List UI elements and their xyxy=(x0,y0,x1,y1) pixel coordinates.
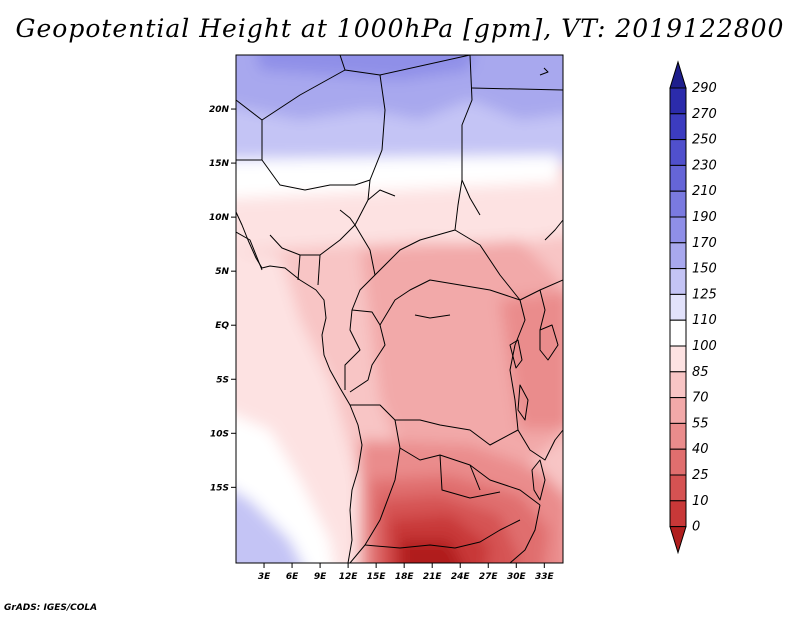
colorbar-bin xyxy=(669,190,687,218)
colorbar-label: 190 xyxy=(692,210,717,225)
colorbar-bin xyxy=(669,345,687,373)
lon-tick-label: 24E xyxy=(451,572,471,582)
colorbar-label: 170 xyxy=(692,236,717,251)
lon-tick-label: 6E xyxy=(286,572,299,582)
lon-tick-label: 30E xyxy=(507,572,527,582)
map-panel: 20N 15N 10N 5N EQ 5S 10S 15S 3E 6E 9E 12E 15E 18E 21E… xyxy=(209,54,564,582)
colorbar-label: 55 xyxy=(692,416,709,431)
colorbar-label: 270 xyxy=(692,107,717,122)
lon-tick-label: 9E xyxy=(314,572,327,582)
map-frame xyxy=(235,54,564,564)
colorbar-bin xyxy=(669,371,687,399)
lat-tick-label: 5S xyxy=(216,375,229,385)
colorbar-top-arrow xyxy=(669,60,687,89)
lon-tick-label: 27E xyxy=(479,572,499,582)
colorbar-label: 25 xyxy=(692,468,709,483)
colorbar-label: 40 xyxy=(692,442,709,457)
colorbar-label: 150 xyxy=(692,262,717,277)
colorbar-label: 290 xyxy=(692,81,717,96)
height-field xyxy=(236,55,563,563)
colorbar-bin xyxy=(669,139,687,166)
longitude-axis: 3E 6E 9E 12E 15E 18E 21E 24E 27E 30E 33E xyxy=(258,563,555,582)
colorbar-label: 0 xyxy=(692,520,700,535)
colorbar-bin xyxy=(669,113,687,141)
lat-tick-label: 15S xyxy=(210,483,229,493)
colorbar-label: 85 xyxy=(692,365,709,380)
colorbar-label: 100 xyxy=(692,339,717,354)
colorbar-label: 10 xyxy=(692,494,709,509)
colorbar-label: 230 xyxy=(692,158,717,173)
colorbar-label: 125 xyxy=(692,287,717,302)
lat-tick-label: 15N xyxy=(209,159,230,169)
lon-tick-label: 12E xyxy=(339,572,359,582)
colorbar-label: 110 xyxy=(692,313,717,328)
colorbar-label: 210 xyxy=(692,184,717,199)
lon-tick-label: 3E xyxy=(258,572,271,582)
map-title: Geopotential Height at 1000hPa [gpm], VT… xyxy=(15,14,785,43)
colorbar-bin xyxy=(669,397,687,424)
colorbar-bin xyxy=(669,293,687,321)
colorbar-label: 250 xyxy=(692,133,717,148)
colorbar-bin xyxy=(669,216,687,244)
colorbar-bin xyxy=(669,164,687,192)
lat-tick-label: 20N xyxy=(209,105,230,115)
colorbar-bin xyxy=(669,87,687,115)
colorbar-bin xyxy=(669,448,687,476)
colorbar-bin xyxy=(669,268,687,295)
lat-tick-label: EQ xyxy=(215,321,229,331)
grads-credit: GrADS: IGES/COLA xyxy=(4,603,98,613)
colorbar-bin xyxy=(669,500,687,528)
colorbar-bin xyxy=(669,319,687,347)
colorbar-bin xyxy=(669,242,687,270)
colorbar: 2902702502302101901701501251101008570554… xyxy=(669,60,717,555)
colorbar-bin xyxy=(669,474,687,502)
lon-tick-label: 18E xyxy=(395,572,415,582)
country-borders xyxy=(236,55,563,563)
colorbar-bin xyxy=(669,422,687,450)
lat-tick-label: 10S xyxy=(210,429,229,439)
colorbar-label: 70 xyxy=(692,391,709,406)
lat-tick-label: 10N xyxy=(209,213,230,223)
latitude-axis: 20N 15N 10N 5N EQ 5S 10S 15S xyxy=(209,105,236,493)
lon-tick-label: 21E xyxy=(423,572,443,582)
lon-tick-label: 15E xyxy=(367,572,387,582)
colorbar-bottom-arrow xyxy=(669,526,687,555)
lat-tick-label: 5N xyxy=(215,267,229,277)
lon-tick-label: 33E xyxy=(535,572,555,582)
